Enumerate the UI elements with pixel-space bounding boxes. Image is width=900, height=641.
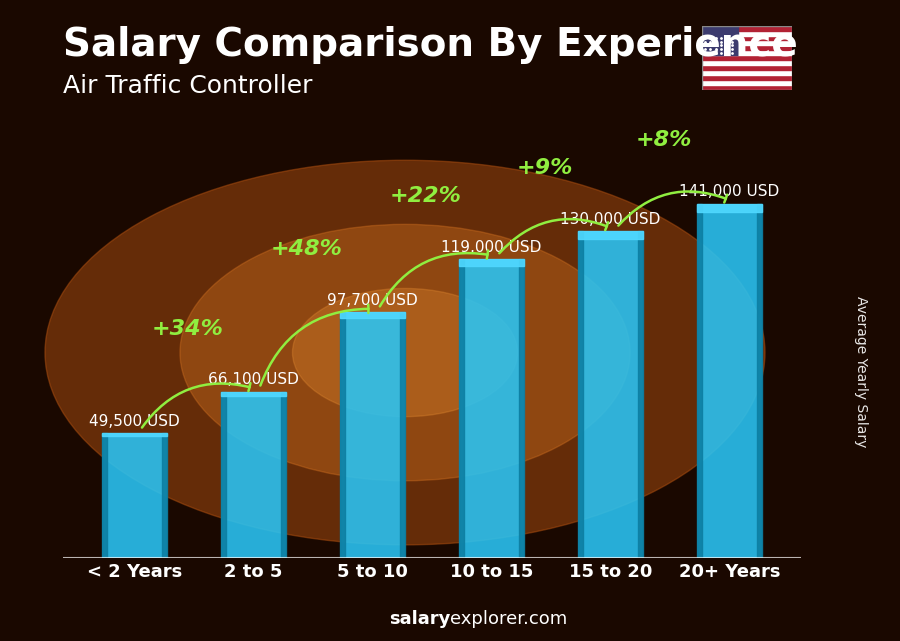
- Bar: [702, 46, 792, 50]
- Text: +8%: +8%: [636, 131, 692, 151]
- Text: 97,700 USD: 97,700 USD: [327, 293, 418, 308]
- Text: explorer.com: explorer.com: [450, 610, 567, 628]
- Text: +34%: +34%: [152, 319, 224, 338]
- Bar: [102, 433, 167, 437]
- Bar: [340, 312, 405, 558]
- Bar: [702, 75, 792, 80]
- Bar: [702, 40, 792, 46]
- Bar: [702, 70, 792, 75]
- Ellipse shape: [180, 224, 630, 481]
- Text: 130,000 USD: 130,000 USD: [561, 212, 661, 227]
- Bar: [400, 312, 405, 558]
- Text: salary: salary: [389, 610, 450, 628]
- Bar: [459, 259, 524, 558]
- Bar: [702, 60, 792, 65]
- Bar: [697, 204, 762, 558]
- Text: Average Yearly Salary: Average Yearly Salary: [854, 296, 868, 447]
- Bar: [578, 231, 644, 558]
- Bar: [220, 392, 226, 558]
- Bar: [697, 204, 762, 212]
- Bar: [578, 231, 644, 239]
- Text: +48%: +48%: [271, 239, 343, 259]
- Text: Salary Comparison By Experience: Salary Comparison By Experience: [63, 26, 797, 63]
- Bar: [638, 231, 644, 558]
- Bar: [702, 85, 792, 90]
- Bar: [697, 204, 702, 558]
- Bar: [702, 26, 738, 55]
- Bar: [220, 392, 286, 558]
- Bar: [519, 259, 524, 558]
- Bar: [281, 392, 286, 558]
- Bar: [702, 80, 792, 85]
- Text: +9%: +9%: [517, 158, 573, 178]
- Text: 119,000 USD: 119,000 USD: [441, 240, 542, 254]
- Bar: [340, 312, 405, 319]
- Bar: [757, 204, 762, 558]
- Text: Air Traffic Controller: Air Traffic Controller: [63, 74, 312, 97]
- Bar: [102, 433, 167, 558]
- Bar: [702, 35, 792, 40]
- Bar: [578, 231, 583, 558]
- Bar: [702, 26, 792, 31]
- Ellipse shape: [292, 288, 518, 417]
- Bar: [702, 55, 792, 60]
- Bar: [340, 312, 345, 558]
- Bar: [459, 259, 524, 266]
- Bar: [220, 392, 286, 396]
- Bar: [702, 65, 792, 70]
- Bar: [102, 433, 107, 558]
- Bar: [459, 259, 464, 558]
- Text: 49,500 USD: 49,500 USD: [89, 414, 180, 429]
- Text: +22%: +22%: [390, 186, 462, 206]
- Bar: [702, 31, 792, 35]
- Text: 66,100 USD: 66,100 USD: [208, 372, 299, 387]
- Bar: [702, 50, 792, 55]
- Ellipse shape: [45, 160, 765, 545]
- Text: 141,000 USD: 141,000 USD: [680, 185, 779, 199]
- Bar: [162, 433, 167, 558]
